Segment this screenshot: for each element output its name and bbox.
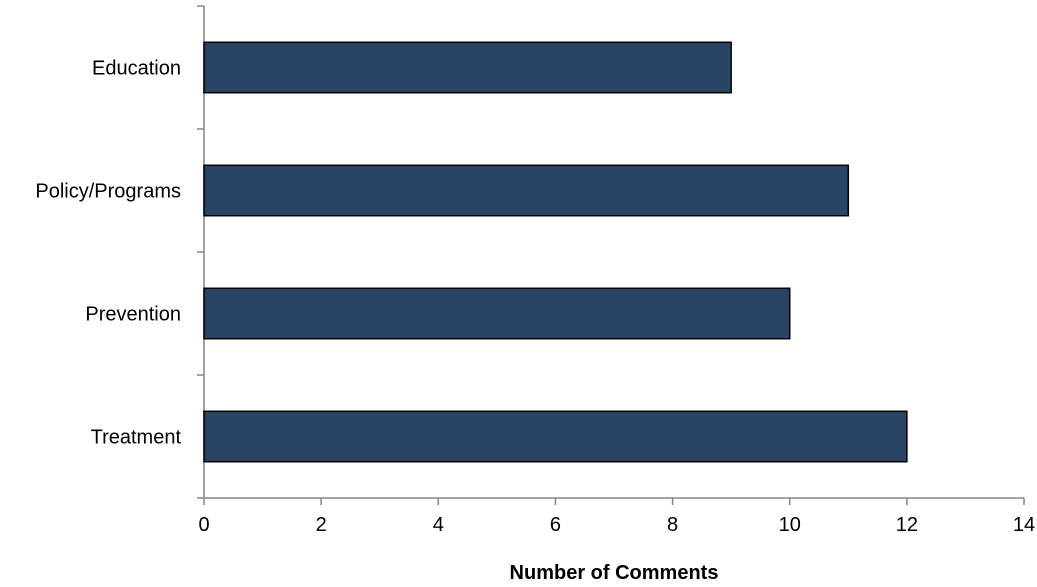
x-tick-labels: 0 2 4 6 8 10 12 14 [198,514,1035,536]
x-axis-title: Number of Comments [510,562,719,584]
category-labels: Education Policy/Programs Prevention Treatm… [35,58,181,449]
category-label: Treatment [91,427,182,449]
x-tick-label: 2 [316,514,327,536]
x-tick-label: 10 [779,514,801,536]
bar-policy-programs [203,164,850,217]
bar-prevention [203,287,791,340]
x-tick-label: 14 [1013,514,1035,536]
category-label: Prevention [85,304,181,326]
bar-treatment [203,410,908,463]
x-tick-label: 0 [198,514,209,536]
x-tick-label: 6 [550,514,561,536]
x-tick-label: 8 [667,514,678,536]
bar-education [203,41,732,94]
category-label: Education [92,58,181,80]
chart-bars [203,41,908,463]
x-tick-label: 4 [433,514,444,536]
x-tick-label: 12 [896,514,918,536]
category-label: Policy/Programs [35,181,181,203]
